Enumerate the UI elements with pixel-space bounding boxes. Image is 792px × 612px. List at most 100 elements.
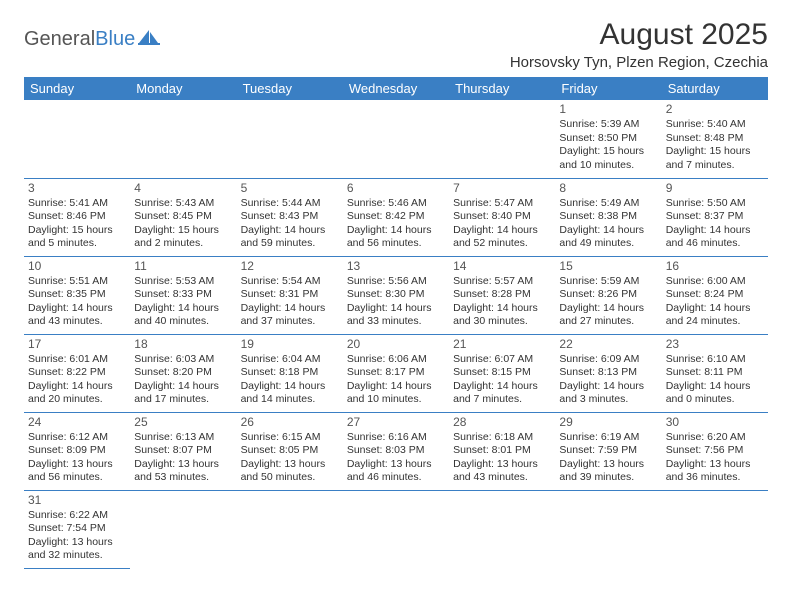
sunset-text: Sunset: 7:54 PM bbox=[28, 522, 126, 535]
sunrise-text: Sunrise: 6:10 AM bbox=[666, 353, 764, 366]
calendar-cell: 20Sunrise: 6:06 AMSunset: 8:17 PMDayligh… bbox=[343, 334, 449, 412]
day-number: 11 bbox=[134, 259, 232, 274]
month-title: August 2025 bbox=[510, 18, 768, 52]
daylight-text: Daylight: 14 hours bbox=[347, 224, 445, 237]
daylight-text: and 52 minutes. bbox=[453, 237, 551, 250]
sunset-text: Sunset: 8:50 PM bbox=[559, 132, 657, 145]
daylight-text: Daylight: 13 hours bbox=[134, 458, 232, 471]
daylight-text: Daylight: 13 hours bbox=[666, 458, 764, 471]
sunrise-text: Sunrise: 5:43 AM bbox=[134, 197, 232, 210]
sunrise-text: Sunrise: 5:51 AM bbox=[28, 275, 126, 288]
calendar-table: Sunday Monday Tuesday Wednesday Thursday… bbox=[24, 77, 768, 569]
sunrise-text: Sunrise: 5:47 AM bbox=[453, 197, 551, 210]
sunrise-text: Sunrise: 6:04 AM bbox=[241, 353, 339, 366]
sunrise-text: Sunrise: 6:22 AM bbox=[28, 509, 126, 522]
daylight-text: and 33 minutes. bbox=[347, 315, 445, 328]
day-number: 25 bbox=[134, 415, 232, 430]
daylight-text: Daylight: 15 hours bbox=[28, 224, 126, 237]
sunrise-text: Sunrise: 5:49 AM bbox=[559, 197, 657, 210]
day-number: 24 bbox=[28, 415, 126, 430]
day-number: 16 bbox=[666, 259, 764, 274]
daylight-text: and 20 minutes. bbox=[28, 393, 126, 406]
sunrise-text: Sunrise: 6:09 AM bbox=[559, 353, 657, 366]
sunrise-text: Sunrise: 6:20 AM bbox=[666, 431, 764, 444]
sunset-text: Sunset: 7:56 PM bbox=[666, 444, 764, 457]
sunrise-text: Sunrise: 5:54 AM bbox=[241, 275, 339, 288]
calendar-cell: 2Sunrise: 5:40 AMSunset: 8:48 PMDaylight… bbox=[662, 100, 768, 178]
daylight-text: Daylight: 14 hours bbox=[28, 380, 126, 393]
daylight-text: Daylight: 14 hours bbox=[347, 380, 445, 393]
calendar-cell: 27Sunrise: 6:16 AMSunset: 8:03 PMDayligh… bbox=[343, 412, 449, 490]
title-block: August 2025 Horsovsky Tyn, Plzen Region,… bbox=[510, 18, 768, 71]
sunset-text: Sunset: 8:03 PM bbox=[347, 444, 445, 457]
daylight-text: and 46 minutes. bbox=[666, 237, 764, 250]
day-number: 28 bbox=[453, 415, 551, 430]
day-number: 14 bbox=[453, 259, 551, 274]
day-number: 31 bbox=[28, 493, 126, 508]
calendar-cell bbox=[237, 490, 343, 568]
sunrise-text: Sunrise: 6:15 AM bbox=[241, 431, 339, 444]
calendar-cell bbox=[24, 100, 130, 178]
daylight-text: Daylight: 15 hours bbox=[134, 224, 232, 237]
daylight-text: Daylight: 14 hours bbox=[559, 380, 657, 393]
daylight-text: and 14 minutes. bbox=[241, 393, 339, 406]
daylight-text: and 5 minutes. bbox=[28, 237, 126, 250]
daylight-text: and 49 minutes. bbox=[559, 237, 657, 250]
day-number: 2 bbox=[666, 102, 764, 117]
calendar-cell: 3Sunrise: 5:41 AMSunset: 8:46 PMDaylight… bbox=[24, 178, 130, 256]
sunset-text: Sunset: 8:24 PM bbox=[666, 288, 764, 301]
daylight-text: and 32 minutes. bbox=[28, 549, 126, 562]
calendar-cell: 6Sunrise: 5:46 AMSunset: 8:42 PMDaylight… bbox=[343, 178, 449, 256]
sunset-text: Sunset: 8:38 PM bbox=[559, 210, 657, 223]
sunset-text: Sunset: 8:07 PM bbox=[134, 444, 232, 457]
day-number: 18 bbox=[134, 337, 232, 352]
day-number: 17 bbox=[28, 337, 126, 352]
calendar-cell bbox=[555, 490, 661, 568]
daylight-text: and 24 minutes. bbox=[666, 315, 764, 328]
calendar-cell: 4Sunrise: 5:43 AMSunset: 8:45 PMDaylight… bbox=[130, 178, 236, 256]
daylight-text: and 2 minutes. bbox=[134, 237, 232, 250]
sunrise-text: Sunrise: 6:13 AM bbox=[134, 431, 232, 444]
sunset-text: Sunset: 8:20 PM bbox=[134, 366, 232, 379]
daylight-text: Daylight: 13 hours bbox=[347, 458, 445, 471]
daylight-text: and 56 minutes. bbox=[347, 237, 445, 250]
daylight-text: Daylight: 13 hours bbox=[453, 458, 551, 471]
day-number: 3 bbox=[28, 181, 126, 196]
calendar-cell bbox=[449, 100, 555, 178]
calendar-cell: 12Sunrise: 5:54 AMSunset: 8:31 PMDayligh… bbox=[237, 256, 343, 334]
calendar-cell: 26Sunrise: 6:15 AMSunset: 8:05 PMDayligh… bbox=[237, 412, 343, 490]
calendar-cell: 9Sunrise: 5:50 AMSunset: 8:37 PMDaylight… bbox=[662, 178, 768, 256]
daylight-text: and 43 minutes. bbox=[28, 315, 126, 328]
calendar-cell: 31Sunrise: 6:22 AMSunset: 7:54 PMDayligh… bbox=[24, 490, 130, 568]
daylight-text: and 0 minutes. bbox=[666, 393, 764, 406]
calendar-cell: 14Sunrise: 5:57 AMSunset: 8:28 PMDayligh… bbox=[449, 256, 555, 334]
daylight-text: Daylight: 14 hours bbox=[666, 224, 764, 237]
calendar-cell: 16Sunrise: 6:00 AMSunset: 8:24 PMDayligh… bbox=[662, 256, 768, 334]
sunset-text: Sunset: 8:09 PM bbox=[28, 444, 126, 457]
daylight-text: and 30 minutes. bbox=[453, 315, 551, 328]
day-number: 10 bbox=[28, 259, 126, 274]
sunrise-text: Sunrise: 6:19 AM bbox=[559, 431, 657, 444]
calendar-week: 10Sunrise: 5:51 AMSunset: 8:35 PMDayligh… bbox=[24, 256, 768, 334]
sunset-text: Sunset: 8:40 PM bbox=[453, 210, 551, 223]
daylight-text: Daylight: 14 hours bbox=[241, 380, 339, 393]
day-number: 9 bbox=[666, 181, 764, 196]
sunrise-text: Sunrise: 6:16 AM bbox=[347, 431, 445, 444]
calendar-cell: 15Sunrise: 5:59 AMSunset: 8:26 PMDayligh… bbox=[555, 256, 661, 334]
daylight-text: and 46 minutes. bbox=[347, 471, 445, 484]
sunset-text: Sunset: 8:43 PM bbox=[241, 210, 339, 223]
calendar-cell: 18Sunrise: 6:03 AMSunset: 8:20 PMDayligh… bbox=[130, 334, 236, 412]
daylight-text: and 17 minutes. bbox=[134, 393, 232, 406]
sunset-text: Sunset: 8:37 PM bbox=[666, 210, 764, 223]
day-header: Friday bbox=[555, 77, 661, 100]
location: Horsovsky Tyn, Plzen Region, Czechia bbox=[510, 54, 768, 71]
calendar-cell: 30Sunrise: 6:20 AMSunset: 7:56 PMDayligh… bbox=[662, 412, 768, 490]
sunrise-text: Sunrise: 6:03 AM bbox=[134, 353, 232, 366]
sunrise-text: Sunrise: 5:41 AM bbox=[28, 197, 126, 210]
day-number: 21 bbox=[453, 337, 551, 352]
calendar-cell bbox=[449, 490, 555, 568]
daylight-text: and 43 minutes. bbox=[453, 471, 551, 484]
sunset-text: Sunset: 8:13 PM bbox=[559, 366, 657, 379]
calendar-cell: 21Sunrise: 6:07 AMSunset: 8:15 PMDayligh… bbox=[449, 334, 555, 412]
sunrise-text: Sunrise: 6:12 AM bbox=[28, 431, 126, 444]
